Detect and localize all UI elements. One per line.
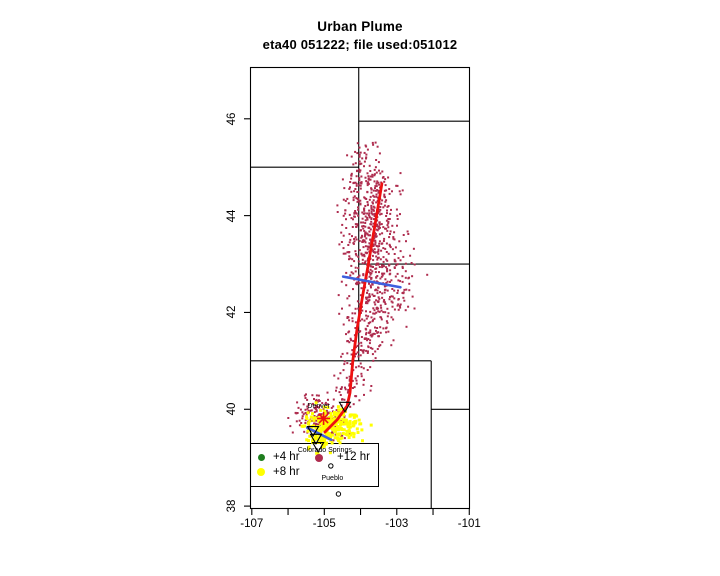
y-axis-tick-label: 46 [226,112,238,126]
city-label: Pueblo [321,475,344,482]
city-marker-circle [328,463,334,469]
city-label: Colorado Springs [297,446,352,454]
triangle-marker [306,426,320,438]
legend-label-8hr: +8 hr [273,466,300,478]
triangle-marker [338,401,352,413]
cross-section-line [341,275,402,289]
triangle-marker [309,433,323,445]
y-axis-tick-label: 40 [226,402,238,416]
y-axis-tick-label: 38 [226,499,238,513]
chart-title: Urban Plume [317,19,403,34]
legend-marker-4hr [258,454,265,461]
plot-box [249,66,471,510]
legend-marker-8hr [257,468,265,476]
y-axis-tick-label: 44 [226,209,238,222]
legend-label-12hr: +12 hr [337,451,370,463]
x-axis-tick-label: -103 [385,518,409,530]
x-axis-tick-label: -107 [240,518,264,530]
triangle-marker [311,441,325,454]
particles-12hr-layer [287,141,429,442]
x-axis-tick-label: -101 [457,518,481,530]
legend-label-4hr: +4 hr [273,451,300,463]
legend-marker-12hr [315,454,323,462]
x-axis-tick-label: -105 [312,518,336,530]
cross-section-line [305,426,333,442]
city-marker-circle [335,491,342,497]
chart-subtitle: eta40 051222; file used:051012 [262,37,458,52]
y-axis-tick-label: 42 [226,306,238,319]
release-star-icon [318,413,329,424]
trajectory-line [323,182,384,434]
city-label: Denver [307,402,330,410]
